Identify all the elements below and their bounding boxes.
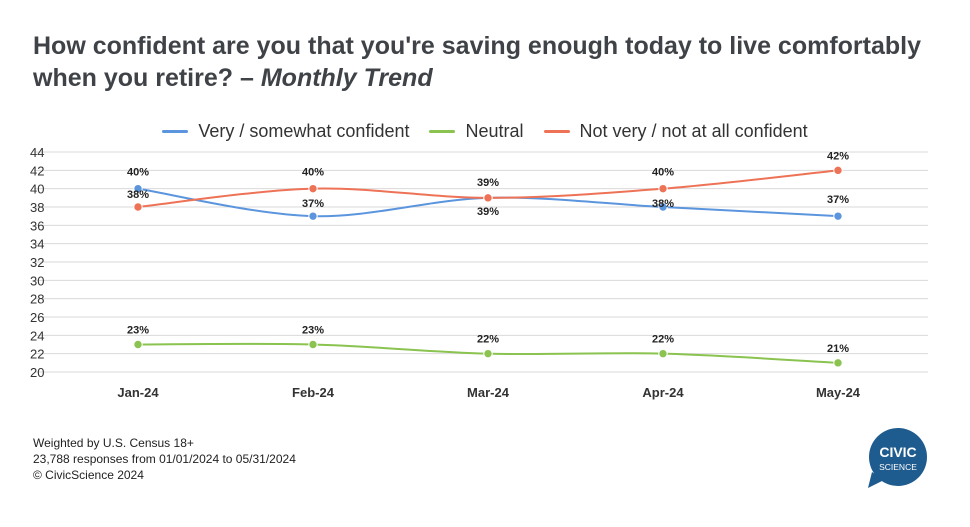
legend-swatch-neutral [429,130,456,133]
footer-weighting: Weighted by U.S. Census 18+ [33,436,194,450]
data-label-neutral: 21% [827,343,849,355]
data-label-very: 37% [827,194,849,206]
legend-label-not: Not very / not at all confident [579,121,808,141]
chart-title: How confident are you that you're saving… [33,30,933,94]
title-subtitle: Monthly Trend [260,64,433,92]
data-point-not [308,183,318,194]
data-point-not [833,165,843,176]
title-main: How confident are you that you're saving… [33,32,922,92]
legend-swatch-very [162,130,189,133]
x-tick-label: Apr-24 [642,385,684,400]
data-label-neutral: 23% [127,325,149,337]
legend-item-neutral: Neutral [429,121,524,142]
data-point-very [658,202,668,212]
logo-tail [868,472,884,488]
data-label-not: 42% [827,150,849,162]
data-point-neutral [658,348,668,359]
logo-text-civic: CIVIC [879,444,916,460]
data-point-neutral [133,339,143,350]
y-tick-label: 22 [30,347,44,362]
data-label-neutral: 22% [477,334,499,346]
y-tick-label: 42 [30,163,44,178]
data-label-neutral: 22% [652,334,674,346]
legend-swatch-not [543,130,570,133]
data-point-neutral [308,339,318,350]
data-label-not: 40% [652,167,674,179]
legend-item-very: Very / somewhat confident [162,121,409,142]
data-label-very: 39% [477,206,499,218]
data-label-very: 37% [302,198,324,210]
data-point-not [658,183,668,194]
y-tick-label: 40 [30,182,44,197]
legend-item-not: Not very / not at all confident [543,121,808,142]
data-point-not [483,193,493,203]
data-label-very: 40% [127,167,149,179]
data-point-very [308,211,318,221]
logo-text-science: SCIENCE [879,462,917,472]
legend-label-very: Very / somewhat confident [198,121,410,141]
y-tick-label: 30 [30,273,44,288]
data-label-very: 38% [652,198,674,210]
x-tick-label: Mar-24 [467,385,510,400]
y-tick-label: 28 [30,292,44,307]
data-label-not: 39% [477,177,499,189]
logo-circle [869,428,927,486]
chart-legend: Very / somewhat confident Neutral Not ve… [0,121,970,142]
legend-label-neutral: Neutral [465,121,524,141]
data-label-neutral: 23% [302,325,324,337]
y-tick-label: 26 [30,310,44,325]
data-point-very [133,183,143,194]
y-tick-label: 44 [30,145,44,160]
y-tick-label: 34 [30,237,44,252]
y-tick-label: 20 [30,365,44,380]
x-tick-label: Jan-24 [117,385,159,400]
y-tick-label: 38 [30,200,44,215]
y-tick-label: 24 [30,328,44,343]
y-tick-label: 32 [30,255,44,270]
civicscience-logo: CIVIC SCIENCE [868,428,927,488]
data-point-neutral [833,358,843,368]
data-point-not [133,202,143,212]
title-separator: – [233,64,261,92]
data-label-not: 40% [302,167,324,179]
x-tick-label: Feb-24 [292,385,335,400]
footer-copyright: © CivicScience 2024 [33,468,144,482]
data-label-not: 38% [127,189,149,201]
footer-responses: 23,788 responses from 01/01/2024 to 05/3… [33,452,296,466]
data-point-neutral [483,348,493,359]
y-tick-label: 36 [30,218,44,233]
x-tick-label: May-24 [816,385,861,400]
data-point-very [833,211,843,221]
